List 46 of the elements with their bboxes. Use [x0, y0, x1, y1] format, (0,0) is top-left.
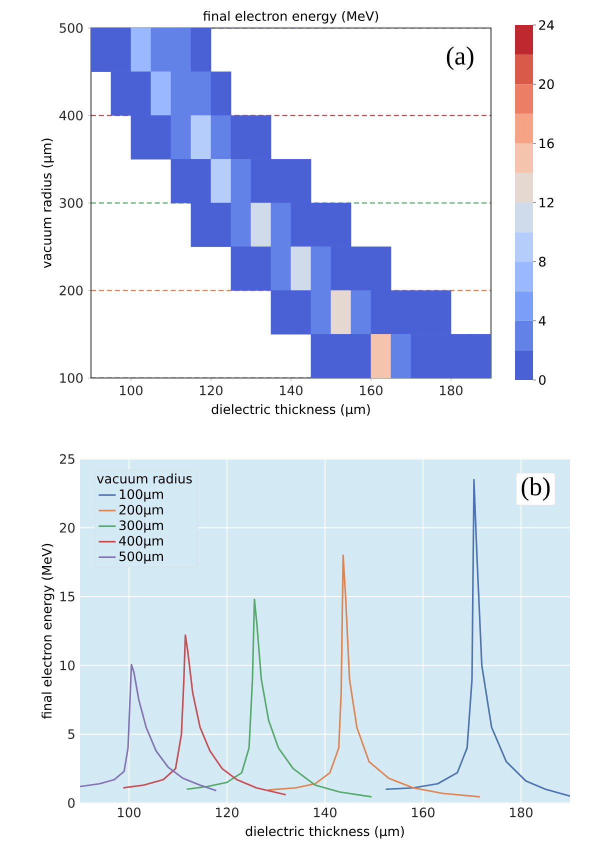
- y-axis-title: final electron energy (MeV): [42, 544, 54, 719]
- legend-label: 200µm: [119, 504, 163, 518]
- legend-label: 100µm: [120, 489, 163, 502]
- y-tick-label: 200: [60, 286, 83, 296]
- x-tick-label: 140: [280, 386, 302, 396]
- annotation: (a): [446, 46, 474, 70]
- legend-label: 500µm: [119, 551, 163, 564]
- line-series: [267, 554, 481, 798]
- x-tick-label: 100: [118, 808, 140, 818]
- y-tick-label: 20: [60, 522, 75, 533]
- y-tick-label: 25: [60, 454, 74, 464]
- line-series: [80, 664, 218, 792]
- y-tick-label: 10: [60, 660, 75, 670]
- line-series: [186, 598, 372, 798]
- y-tick-label: 300: [60, 198, 83, 208]
- x-axis-title: dielectric thickness (µm): [246, 826, 404, 839]
- legend-label: 300µm: [119, 520, 163, 533]
- color-bar-label: 12: [540, 198, 554, 208]
- x-axis-title: dielectric thickness (µm): [212, 404, 370, 417]
- color-bar-label: 20: [539, 79, 554, 90]
- color-bar-label: 4: [538, 316, 546, 326]
- y-tick-label: 500: [60, 23, 83, 33]
- x-tick-label: 120: [216, 808, 238, 818]
- color-bar-label: 24: [539, 20, 554, 30]
- color-bar-label: 8: [539, 256, 546, 267]
- y-axis-title: vacuum radius (µm): [41, 138, 54, 268]
- color-bar-label: 0: [539, 375, 546, 385]
- x-tick-label: 180: [440, 386, 462, 396]
- line-series: [384, 478, 570, 797]
- y-tick-label: 5: [68, 729, 74, 740]
- line-series: [122, 634, 287, 796]
- x-tick-label: 160: [360, 386, 382, 396]
- legend-label: 400µm: [119, 536, 163, 548]
- y-tick-label: 100: [60, 373, 83, 383]
- x-tick-label: 140: [314, 808, 336, 818]
- x-tick-label: 160: [412, 808, 434, 818]
- legend-title: vacuum radius: [96, 474, 192, 484]
- y-tick-label: 15: [60, 592, 74, 602]
- annotation: (b): [522, 477, 550, 501]
- x-tick-label: 100: [120, 386, 142, 396]
- x-tick-label: 120: [200, 386, 222, 396]
- y-tick-label: 400: [59, 110, 83, 120]
- x-tick-label: 180: [510, 808, 532, 818]
- y-tick-label: 0: [68, 798, 75, 808]
- color-bar-label: 16: [540, 138, 554, 148]
- chart-title: final electron energy (MeV): [203, 10, 378, 24]
